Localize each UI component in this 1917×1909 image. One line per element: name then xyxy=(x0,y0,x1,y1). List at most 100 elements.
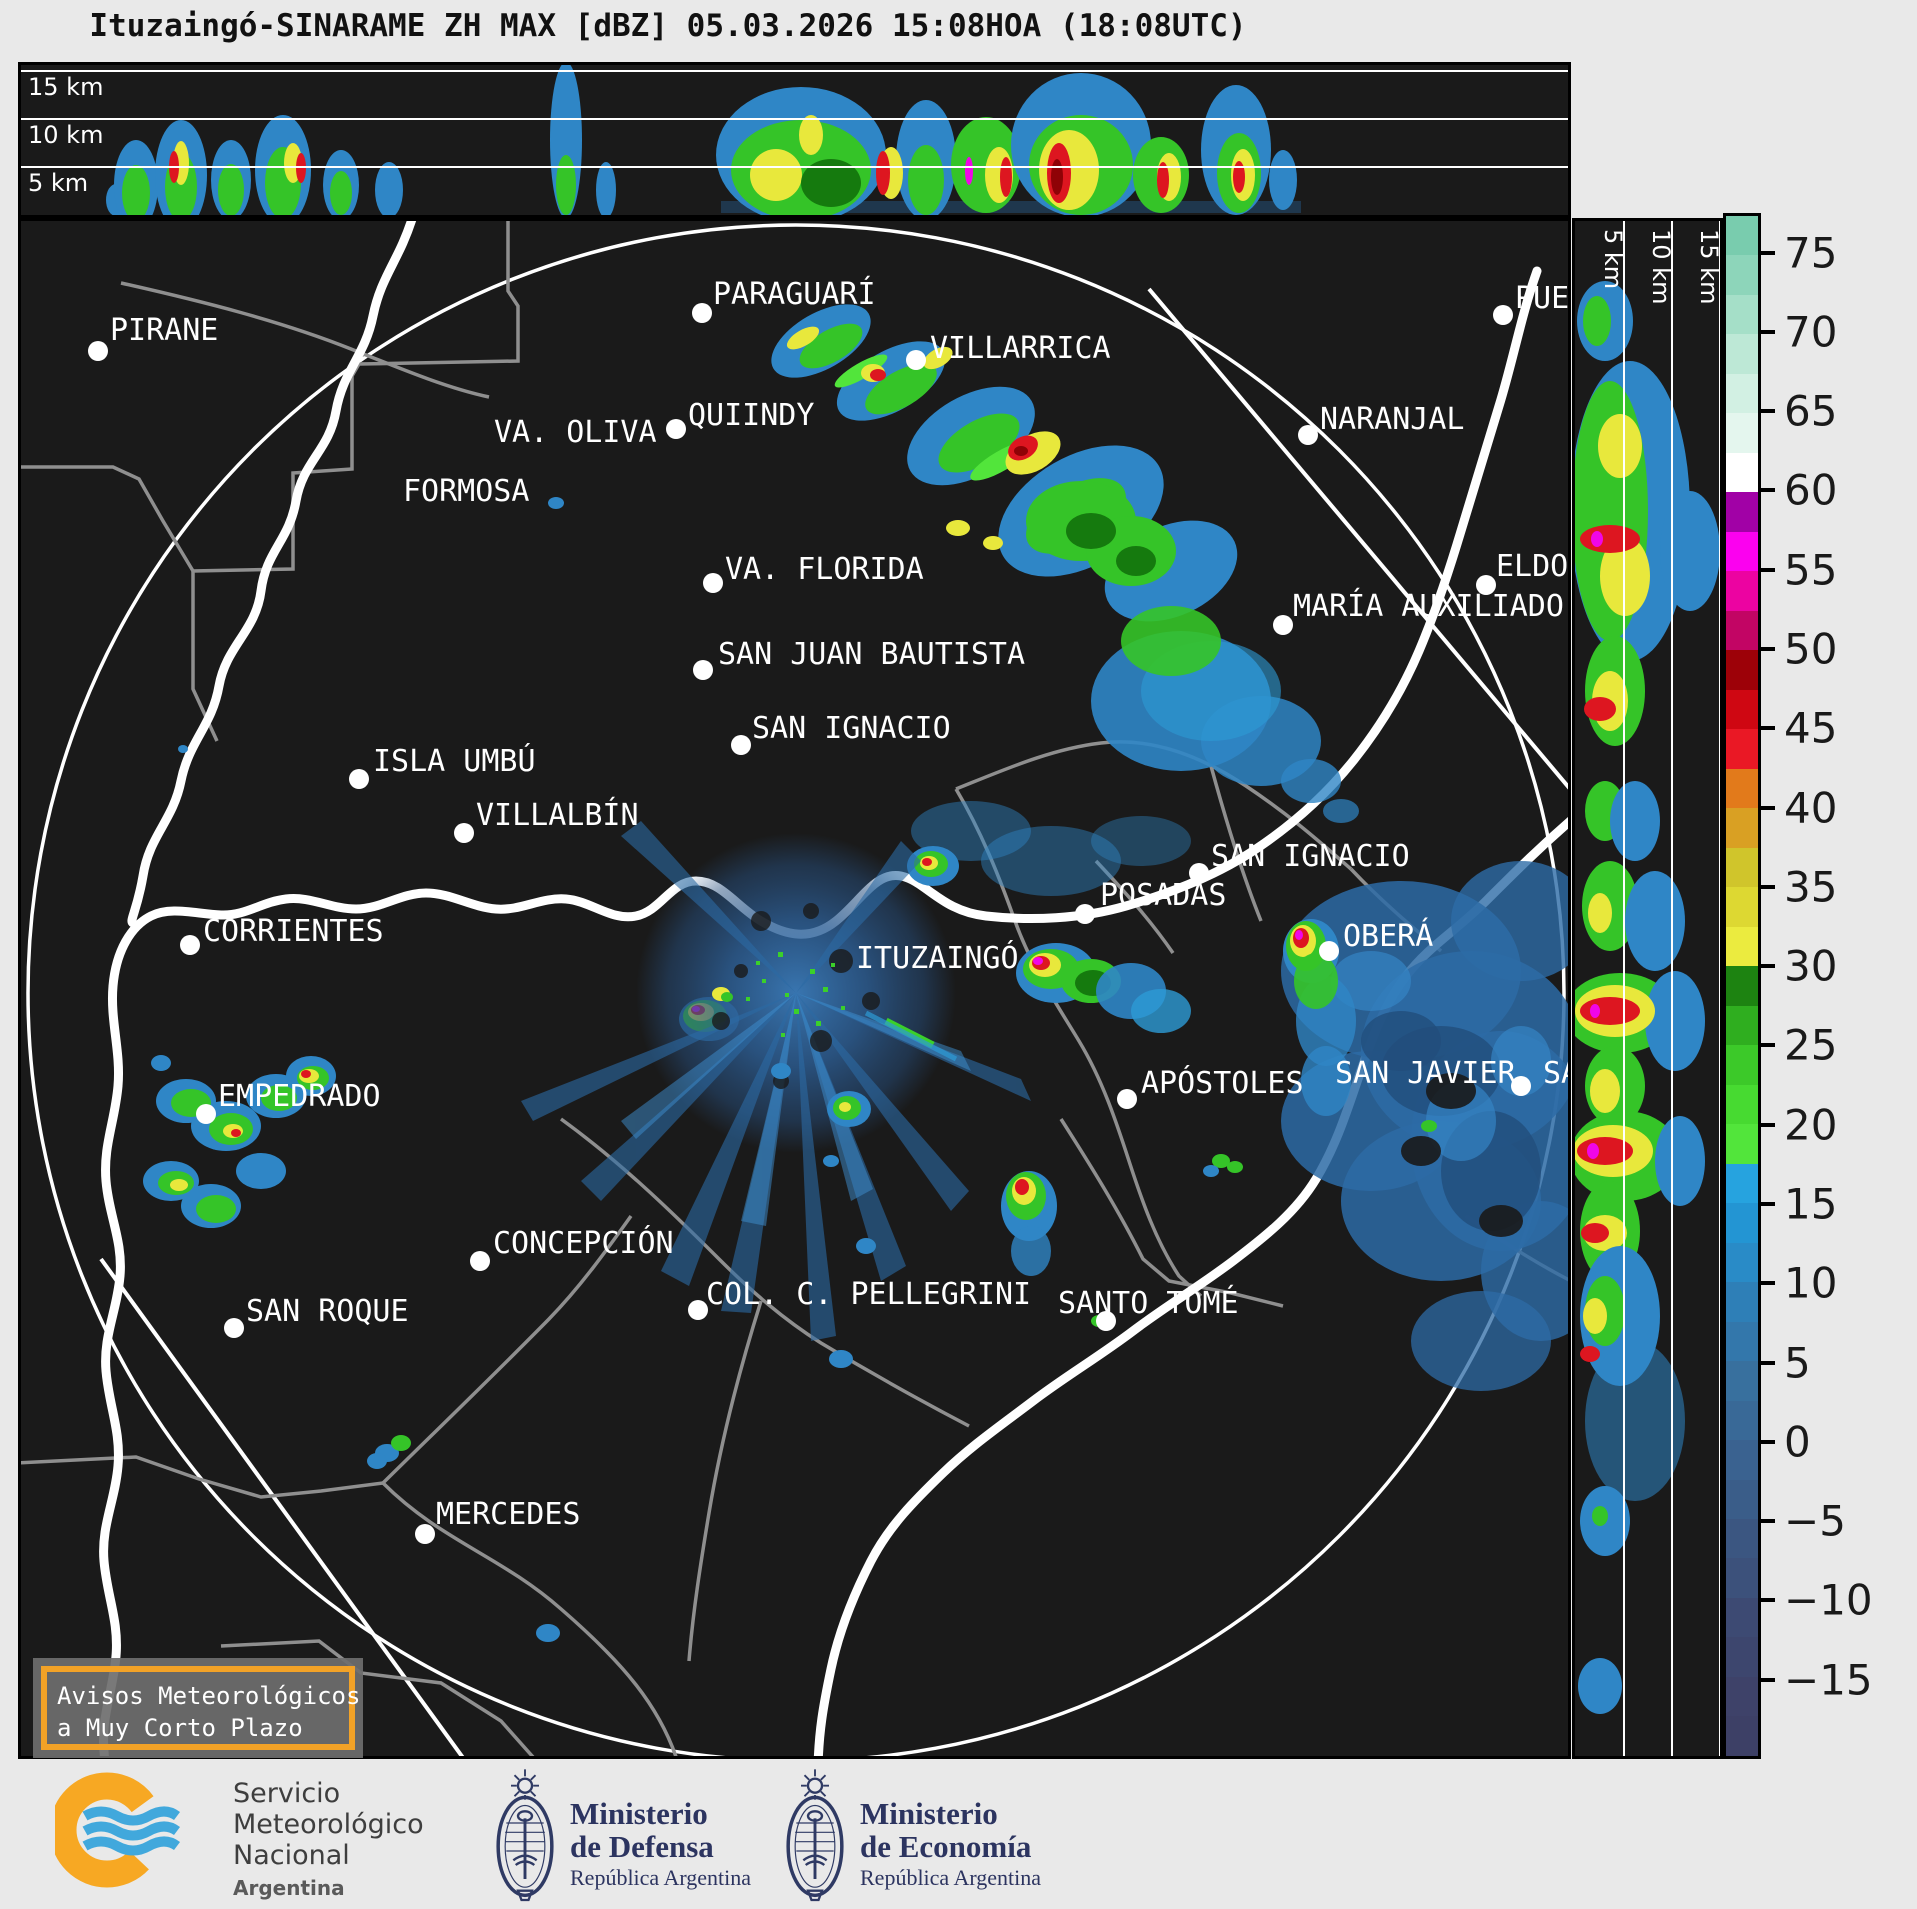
colorbar-step xyxy=(1726,1479,1758,1519)
city-dot xyxy=(196,1104,216,1124)
colorbar-step xyxy=(1726,334,1758,374)
city-dot xyxy=(1298,425,1318,445)
colorbar-step xyxy=(1726,847,1758,888)
colorbar-tick xyxy=(1761,964,1775,969)
city-label: NARANJAL xyxy=(1320,402,1465,437)
colorbar-step xyxy=(1726,1163,1758,1204)
city-label: CONCEPCIÓN xyxy=(493,1224,674,1261)
colorbar-tick-label: 75 xyxy=(1784,228,1838,278)
colorbar-tick xyxy=(1761,726,1775,731)
right-cross-section-echoes: 5 km 10 km 15 km xyxy=(1575,221,1720,1756)
colorbar-tick-label: 5 xyxy=(1784,1338,1811,1388)
colorbar-step xyxy=(1726,1242,1758,1283)
line-10km xyxy=(21,118,1568,120)
colorbar-step xyxy=(1726,531,1758,572)
storm-band-ne xyxy=(771,304,1359,896)
city-label: SAN IGNACIO xyxy=(1211,839,1410,874)
colorbar-step xyxy=(1726,689,1758,730)
footer: Servicio Meteorológico Nacional Argentin… xyxy=(0,1759,1917,1909)
page-title: Ituzaingó-SINARAME ZH MAX [dBZ] 05.03.20… xyxy=(89,8,1247,44)
colorbar-step xyxy=(1726,1676,1758,1717)
defensa-wordmark: Ministerio de Defensa República Argentin… xyxy=(570,1796,752,1890)
colorbar-tick xyxy=(1761,1122,1775,1127)
city-dot xyxy=(454,823,474,843)
colorbar-tick xyxy=(1761,409,1775,414)
city-label: VILLALBÍN xyxy=(476,797,639,833)
city-label: SAN JAVIER xyxy=(1335,1056,1517,1091)
colorbar-tick-label: 40 xyxy=(1784,783,1838,833)
city-label: VA. FLORIDA xyxy=(725,552,924,587)
colorbar-tick-label: 60 xyxy=(1784,465,1838,515)
city-label: SAN JUAN BAUTISTA xyxy=(718,637,1025,672)
city-dot xyxy=(693,660,713,680)
city-label: CORRIENTES xyxy=(203,914,384,949)
colorbar-step xyxy=(1726,1045,1758,1085)
echo-region-east xyxy=(1281,861,1568,1391)
colorbar-tick-label: −15 xyxy=(1784,1655,1873,1705)
colorbar-tick-label: 50 xyxy=(1784,624,1838,674)
city-dot xyxy=(906,350,926,370)
city-label: ELDO xyxy=(1496,549,1568,584)
colorbar-tick-label: 65 xyxy=(1784,386,1838,436)
city-label: SAN xyxy=(1543,1056,1568,1091)
city-label: MARÍA AUXILIADO xyxy=(1293,588,1564,624)
city-label: SANTO TOMÉ xyxy=(1058,1285,1239,1321)
city-dot xyxy=(1273,615,1293,635)
colorbar-tick xyxy=(1761,647,1775,652)
city-label: SAN IGNACIO xyxy=(752,711,951,746)
city-dot xyxy=(88,341,108,361)
colorbar-step xyxy=(1726,768,1758,809)
colorbar-tick-label: 0 xyxy=(1784,1417,1811,1467)
colorbar-tick-label: 70 xyxy=(1784,307,1838,357)
colorbar-step xyxy=(1726,492,1758,532)
warning-line-2: a Muy Corto Plazo xyxy=(57,1714,303,1742)
colorbar-tick xyxy=(1761,1360,1775,1365)
city-dot xyxy=(666,419,686,439)
city-label: POSADAS xyxy=(1100,878,1226,913)
colorbar-step xyxy=(1726,452,1758,493)
top-cross-section-panel: 15 km 10 km 5 km xyxy=(18,62,1571,218)
colorbar-tick xyxy=(1761,1677,1775,1682)
storm-cells xyxy=(679,846,1339,1276)
colorbar-step xyxy=(1726,887,1758,927)
colorbar-step xyxy=(1726,610,1758,651)
warning-box-border: Avisos Meteorológicos a Muy Corto Plazo xyxy=(41,1666,360,1750)
city-dot xyxy=(692,303,712,323)
label-10km: 10 km xyxy=(28,121,104,149)
warning-box: Avisos Meteorológicos a Muy Corto Plazo xyxy=(33,1658,363,1758)
city-label: COL. C. PELLEGRINI xyxy=(706,1277,1031,1312)
city-label: FORMOSA xyxy=(403,474,529,509)
ministry-defensa-block: Ministerio de Defensa República Argentin… xyxy=(485,1759,815,1909)
colorbar-tick-label: 10 xyxy=(1784,1258,1838,1308)
smn-logo-block: Servicio Meteorológico Nacional Argentin… xyxy=(55,1764,475,1904)
line-15km xyxy=(21,70,1568,72)
top-cross-section-echoes xyxy=(106,65,1301,215)
city-dot xyxy=(1511,1076,1531,1096)
colorbar-step xyxy=(1726,216,1758,256)
colorbar-tick-label: 55 xyxy=(1784,545,1838,595)
city-label: QUIINDY xyxy=(688,398,814,433)
line-5km xyxy=(21,166,1568,168)
colorbar-step xyxy=(1726,255,1758,295)
colorbar-step xyxy=(1726,729,1758,769)
colorbar-step xyxy=(1726,966,1758,1006)
colorbar-tick xyxy=(1761,488,1775,493)
colorbar-tick xyxy=(1761,1202,1775,1207)
colorbar-step xyxy=(1726,1361,1758,1401)
city-label: ISLA UMBÚ xyxy=(373,742,536,779)
colorbar-tick-label: 30 xyxy=(1784,941,1838,991)
city-label: APÓSTOLES xyxy=(1141,1064,1304,1101)
city-dot xyxy=(470,1251,490,1271)
colorbar-step xyxy=(1726,571,1758,611)
colorbar-tick xyxy=(1761,567,1775,572)
colorbar-step xyxy=(1726,1400,1758,1441)
city-dot xyxy=(703,573,723,593)
colorbar-step xyxy=(1726,1558,1758,1598)
colorbar-steps xyxy=(1726,216,1758,1756)
city-dot xyxy=(1189,863,1209,883)
colorbar-tick xyxy=(1761,1281,1775,1286)
city-dot xyxy=(349,769,369,789)
colorbar-step xyxy=(1726,1005,1758,1046)
colorbar xyxy=(1723,213,1761,1759)
label-5km: 5 km xyxy=(28,169,89,197)
